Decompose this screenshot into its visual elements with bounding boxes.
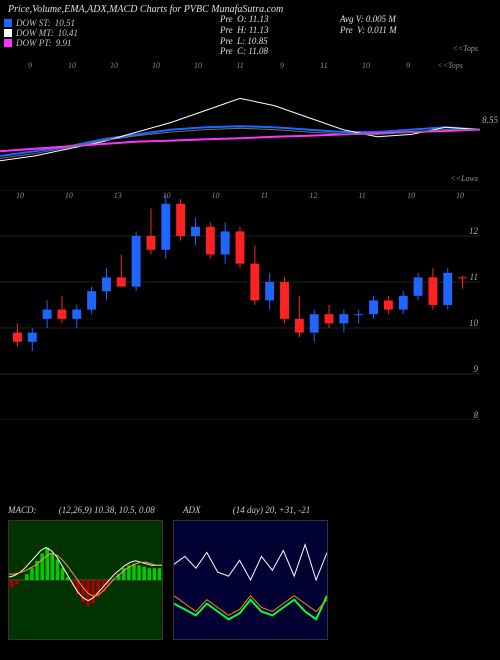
svg-text:11: 11 xyxy=(261,191,268,200)
svg-text:8: 8 xyxy=(474,410,479,420)
pre-l: Pre L: 10.85 xyxy=(220,36,269,47)
adx-params: (14 day) 20, +31, -21 xyxy=(233,505,311,515)
legend-label-pt: DOW PT: xyxy=(16,38,52,48)
svg-text:10: 10 xyxy=(407,191,415,200)
svg-text:11: 11 xyxy=(359,191,366,200)
macd-label: MACD: xyxy=(8,505,37,515)
svg-text:9: 9 xyxy=(474,364,479,374)
legend-row-mt: DOW MT: 10.41 xyxy=(4,28,78,38)
svg-text:11: 11 xyxy=(470,272,478,282)
svg-text:9: 9 xyxy=(406,61,410,70)
svg-text:9: 9 xyxy=(280,61,284,70)
tops-label: <<Tops xyxy=(452,44,478,53)
pre-ohlc-block: Pre O: 11.13 Pre H: 11.13 Pre L: 10.85 P… xyxy=(220,14,269,57)
legend-row-st: DOW ST: 10.51 xyxy=(4,18,78,28)
legend-value-pt: 9.91 xyxy=(56,38,72,48)
svg-text:12: 12 xyxy=(309,191,317,200)
pre-o: Pre O: 11.13 xyxy=(220,14,269,25)
ema-chart-svg: 9 10 10 10 10 11 9 11 10 9 <<Tops xyxy=(0,60,480,180)
legend-value-st: 10.51 xyxy=(55,18,75,28)
svg-text:10: 10 xyxy=(469,318,479,328)
svg-text:10: 10 xyxy=(16,191,24,200)
svg-text:11: 11 xyxy=(236,61,243,70)
svg-text:10: 10 xyxy=(68,61,76,70)
svg-text:10: 10 xyxy=(163,191,171,200)
pre-v: Pre V: 0.011 M xyxy=(340,25,397,36)
adx-label: ADX xyxy=(183,505,201,515)
candle-panel: <<Lows 891011121310101310101112111010 xyxy=(0,190,480,420)
svg-text:11: 11 xyxy=(320,61,327,70)
macd-panel xyxy=(8,520,163,640)
avg-vol-block: Avg V: 0.005 M Pre V: 0.011 M xyxy=(340,14,397,36)
svg-text:10: 10 xyxy=(65,191,73,200)
adx-panel xyxy=(173,520,328,640)
legend-row-pt: DOW PT: 9.91 xyxy=(4,38,78,48)
svg-text:10: 10 xyxy=(194,61,202,70)
svg-text:10: 10 xyxy=(456,191,464,200)
legend-label-mt: DOW MT: xyxy=(16,28,54,38)
candle-chart-svg: 891011121310101310101112111010 xyxy=(0,190,480,420)
ema-panel: <<Tops 91010101011911109<<Tops 8.55 xyxy=(0,60,480,180)
svg-text:10: 10 xyxy=(212,191,220,200)
avg-v: Avg V: 0.005 M xyxy=(340,14,397,25)
svg-text:<<Tops: <<Tops xyxy=(437,61,463,70)
pre-h: Pre H: 11.13 xyxy=(220,25,269,36)
swatch-st xyxy=(4,19,12,27)
ema-value-tag: 8.55 xyxy=(482,115,498,125)
macd-svg xyxy=(9,521,162,639)
legend-label-st: DOW ST: xyxy=(16,18,51,28)
svg-text:10: 10 xyxy=(152,61,160,70)
legend-block: DOW ST: 10.51 DOW MT: 10.41 DOW PT: 9.91 xyxy=(4,18,78,48)
adx-svg xyxy=(174,521,327,639)
svg-text:12: 12 xyxy=(469,226,479,236)
swatch-mt xyxy=(4,29,12,37)
svg-text:9: 9 xyxy=(28,61,32,70)
pre-c: Pre C: 11.08 xyxy=(220,46,269,57)
swatch-pt xyxy=(4,39,12,47)
macd-params: (12,26,9) 10.38, 10.5, 0.08 xyxy=(59,505,155,515)
lows-label: <<Lows xyxy=(450,174,478,183)
svg-text:13: 13 xyxy=(114,191,122,200)
svg-text:10: 10 xyxy=(110,61,118,70)
legend-value-mt: 10.41 xyxy=(58,28,78,38)
svg-text:10: 10 xyxy=(362,61,370,70)
